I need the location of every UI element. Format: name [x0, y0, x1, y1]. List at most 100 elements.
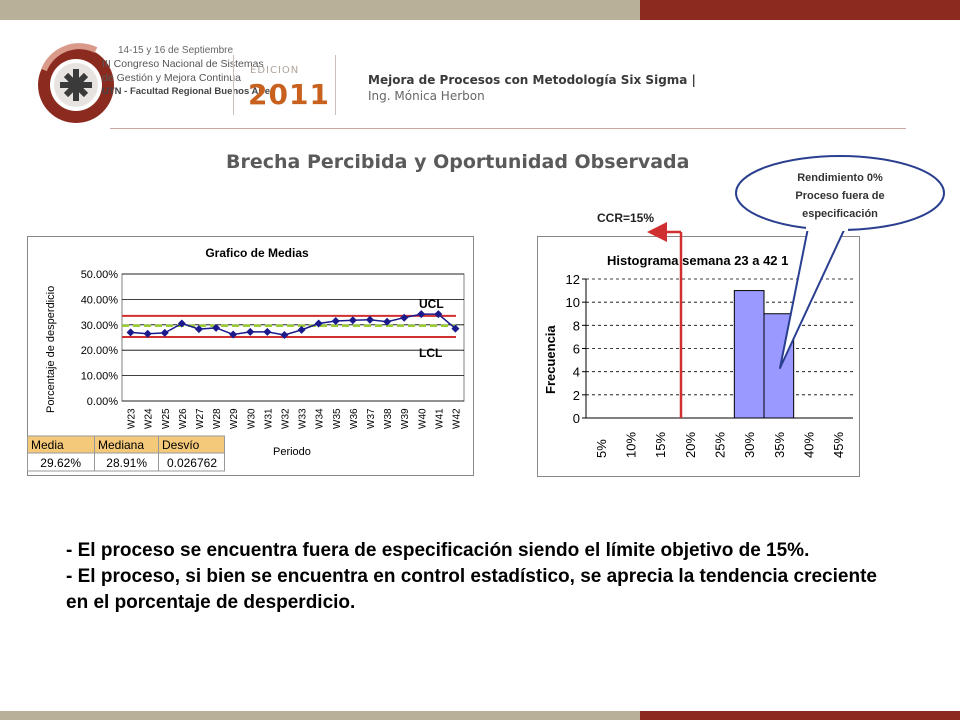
histogram-xtick-label: 40% [802, 432, 817, 458]
control-ytick-label: 0.00% [87, 396, 118, 408]
data-point [417, 310, 426, 319]
control-xtick-label: W33 [298, 408, 309, 429]
histogram-ytick-label: 6 [573, 342, 580, 357]
control-ytick-label: 20.00% [81, 345, 119, 357]
lcl-label: LCL [419, 346, 442, 360]
congress-logo [38, 43, 114, 123]
data-point [212, 323, 221, 332]
header-divider [110, 128, 906, 129]
histogram-xtick-label: 30% [742, 432, 757, 458]
control-xtick-label: W30 [246, 408, 257, 429]
talk-title: Mejora de Procesos con Metodología Six S… [368, 73, 696, 87]
top-banner [0, 0, 960, 20]
callout-pointer-join [806, 222, 848, 231]
data-point [314, 319, 323, 328]
data-point [434, 310, 443, 319]
histogram-ytick-label: 2 [573, 388, 580, 403]
conclusions: - El proceso se encuentra fuera de espec… [66, 538, 886, 616]
callout-line-2: Proceso fuera de [795, 190, 884, 202]
data-point [246, 327, 255, 336]
control-xtick-label: W29 [229, 408, 240, 429]
control-xtick-label: W34 [315, 408, 326, 429]
data-point [177, 319, 186, 328]
conclusion-1: - El proceso se encuentra fuera de espec… [66, 540, 810, 561]
control-xtick-label: W37 [366, 408, 377, 429]
control-ytick-label: 10.00% [81, 371, 119, 383]
histogram-ytick-label: 12 [566, 272, 580, 287]
logo-swoosh [41, 43, 98, 72]
stats-value-desvio: 0.026762 [167, 456, 217, 470]
header-separator [233, 55, 234, 115]
edition-label: EDICION [250, 65, 300, 76]
control-xtick-label: W27 [195, 408, 206, 429]
histogram-xtick-label: 20% [683, 432, 698, 458]
control-xtick-label: W41 [434, 408, 445, 429]
control-xtick-label: W31 [263, 408, 274, 429]
stats-value-media: 29.62% [40, 456, 81, 470]
edition-year: 2011 [248, 78, 330, 111]
histogram-bar [763, 313, 795, 419]
control-xtick-label: W23 [127, 408, 138, 429]
conclusion-2: - El proceso, si bien se encuentra en co… [66, 566, 877, 613]
data-point [263, 327, 272, 336]
data-point [143, 329, 152, 338]
control-xtick-label: W28 [212, 408, 223, 429]
control-chart-ylabel: Porcentaje de desperdicio [45, 286, 57, 413]
control-xtick-label: W26 [178, 408, 189, 429]
control-ytick-label: 50.00% [81, 269, 119, 281]
event-dates: 14-15 y 16 de Septiembre [118, 45, 234, 56]
data-point [451, 324, 460, 333]
histogram-chart: Histograma semana 23 a 42 1 Frecuencia 0… [537, 236, 860, 477]
header-separator-2 [335, 55, 336, 115]
slide-title: Brecha Percibida y Oportunidad Observada [226, 151, 690, 173]
data-point [348, 316, 357, 325]
histogram-ylabel: Frecuencia [543, 325, 558, 394]
bottom-banner-stripe [0, 711, 640, 720]
histogram-xtick-label: 15% [653, 432, 668, 458]
callout-bubble [735, 155, 945, 231]
histogram-ytick-label: 10 [566, 295, 580, 310]
data-point [383, 317, 392, 326]
histogram-xtick-label: 35% [772, 432, 787, 458]
control-ytick-label: 40.00% [81, 294, 119, 306]
bottom-banner [0, 711, 960, 720]
histogram-bar [733, 290, 765, 419]
stats-header-mediana: Mediana [98, 438, 144, 452]
top-banner-stripe [0, 0, 640, 20]
stats-value-mediana: 28.91% [106, 456, 147, 470]
control-xtick-label: W42 [451, 408, 462, 429]
data-point [194, 325, 203, 334]
data-point [400, 313, 409, 322]
stats-value-cell-bg [158, 452, 225, 472]
control-xtick-label: W39 [400, 408, 411, 429]
data-point [297, 325, 306, 334]
histogram-xtick-label: 25% [713, 432, 728, 458]
event-name-line2: de Gestión y Mejora Continua [102, 72, 241, 84]
data-point [365, 315, 374, 324]
data-point [280, 330, 289, 339]
control-chart: Grafico de Medias Porcentaje de desperdi… [27, 236, 474, 476]
callout-line-1: Rendimiento 0% [797, 172, 883, 184]
stats-table: Media Mediana Desvío 29.62% 28.91% 0.026… [27, 435, 225, 472]
event-venue: UTN - Facultad Regional Buenos Aires [102, 86, 276, 97]
logo-utn-mark [60, 69, 92, 101]
control-xtick-label: W36 [349, 408, 360, 429]
histogram-xtick-label: 45% [831, 432, 846, 458]
data-point [229, 330, 238, 339]
control-ytick-label: 30.00% [81, 320, 119, 332]
ucl-label: UCL [419, 297, 444, 311]
histogram-xtick-label: 5% [594, 439, 609, 458]
control-xtick-label: W25 [161, 408, 172, 429]
histogram-ytick-label: 0 [573, 411, 580, 426]
histogram-xtick-label: 10% [624, 432, 639, 458]
control-xtick-label: W35 [332, 408, 343, 429]
data-point [126, 328, 135, 337]
event-name-line1: III Congreso Nacional de Sistemas [102, 58, 264, 70]
data-point [331, 316, 340, 325]
histogram-ytick-label: 8 [573, 318, 580, 333]
callout-line-3: especificación [802, 208, 878, 220]
talk-author: Ing. Mónica Herbon [368, 89, 485, 103]
stats-header-desvio: Desvío [162, 438, 200, 452]
stats-header-media: Media [31, 438, 64, 452]
ccr-label: CCR=15% [597, 211, 654, 225]
